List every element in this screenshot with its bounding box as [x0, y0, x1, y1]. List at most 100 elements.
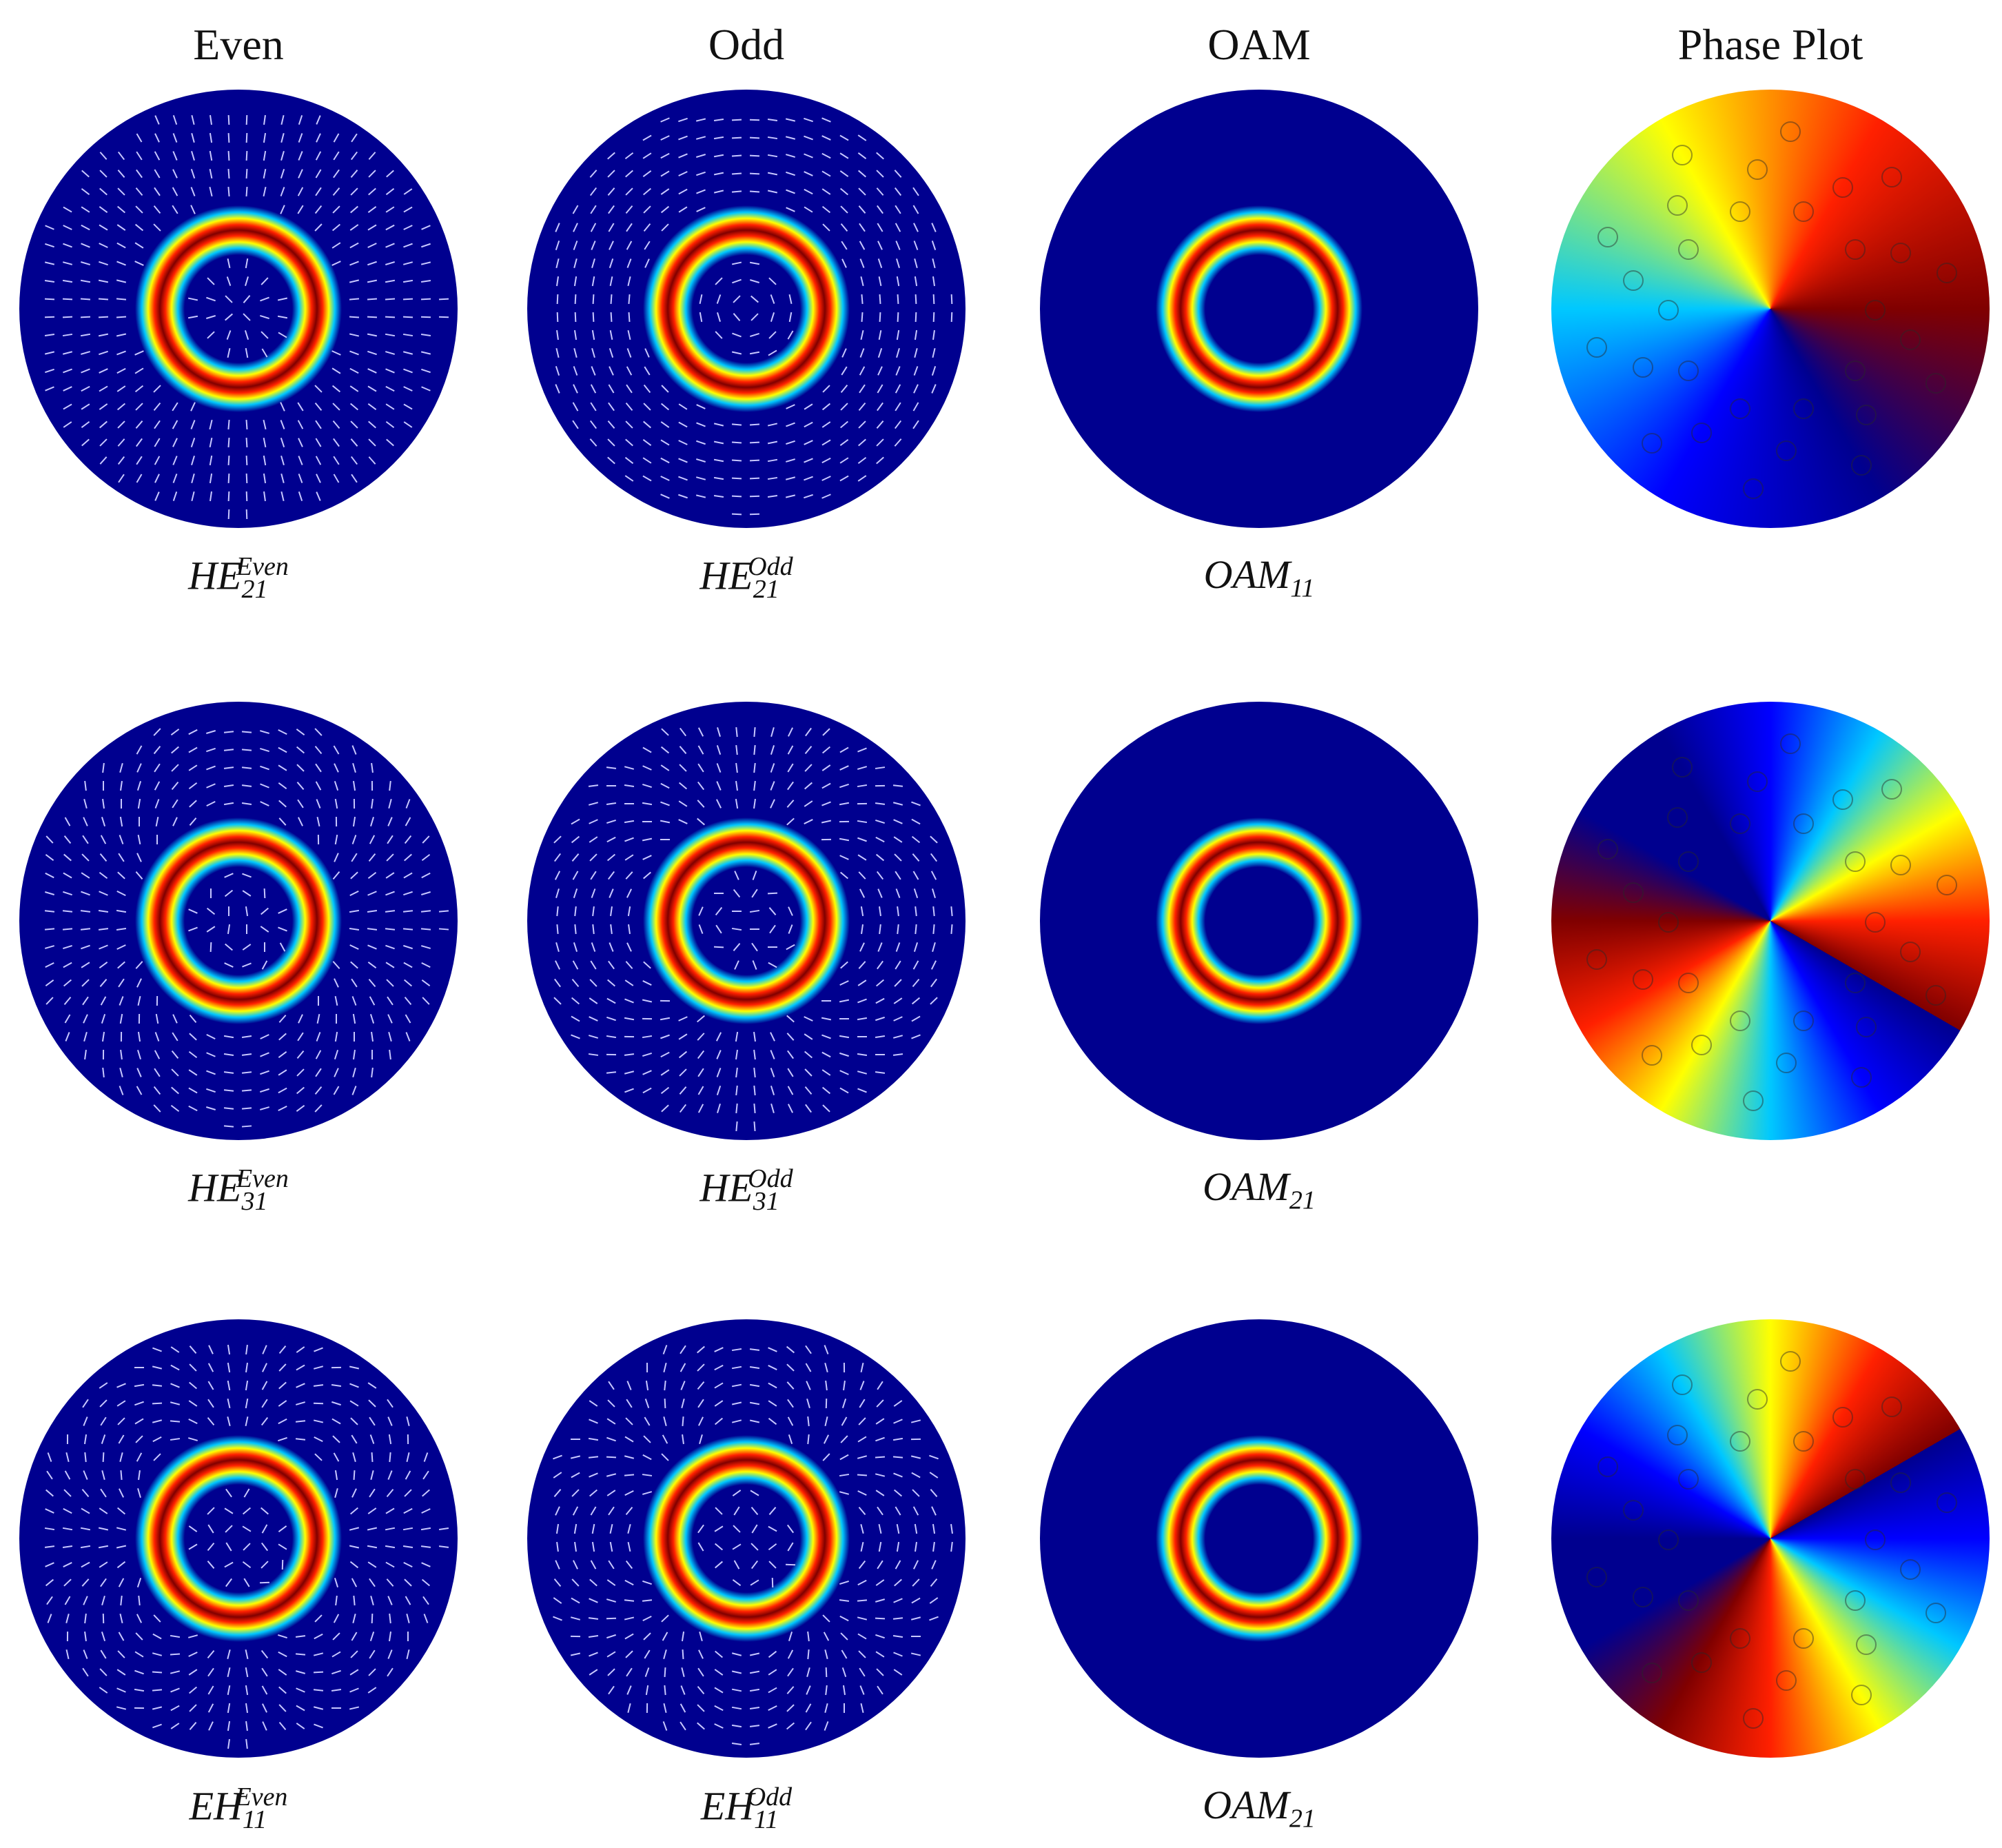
field-arrow	[154, 438, 161, 447]
field-arrow	[912, 402, 919, 412]
field-arrow	[839, 439, 849, 446]
field-arrow	[421, 1578, 431, 1587]
field-arrow	[591, 1541, 595, 1552]
field-arrow	[875, 766, 886, 769]
field-arrow	[627, 1523, 631, 1534]
field-arrow	[660, 494, 670, 499]
field-arrow	[892, 1634, 903, 1638]
field-arrow	[298, 817, 303, 826]
field-arrow	[263, 437, 267, 448]
field-arrow	[750, 295, 759, 303]
label-part: 21	[1289, 1804, 1316, 1834]
field-arrow	[716, 745, 722, 755]
field-arrow	[406, 1416, 410, 1427]
field-arrow	[678, 800, 688, 807]
field-arrow	[263, 419, 267, 430]
field-arrow	[915, 924, 917, 935]
field-arrow	[315, 169, 322, 179]
field-arrow	[786, 800, 795, 808]
field-arrow	[932, 276, 936, 287]
field-arrow	[589, 1652, 598, 1657]
field-arrow	[751, 889, 758, 898]
field-arrow	[245, 906, 249, 917]
field-arrow	[823, 1434, 830, 1444]
field-arrow	[65, 1452, 70, 1463]
field-arrow	[714, 1687, 724, 1694]
field-arrow	[626, 942, 632, 952]
field-arrow	[733, 1560, 740, 1570]
air-hole	[1890, 854, 1912, 875]
air-hole	[1677, 238, 1699, 260]
field-arrow	[206, 296, 216, 302]
field-arrow	[44, 279, 55, 283]
field-arrow	[206, 800, 216, 807]
field-arrow	[170, 1653, 181, 1656]
field-arrow	[678, 153, 688, 159]
field-arrow	[334, 1068, 339, 1077]
field-arrow	[245, 1380, 249, 1391]
field-arrow	[63, 403, 72, 410]
field-arrow	[245, 1649, 249, 1660]
field-arrow	[786, 189, 795, 194]
field-arrow	[116, 261, 126, 266]
field-arrow	[135, 420, 143, 429]
field-arrow	[116, 298, 127, 301]
field-arrow	[589, 170, 597, 178]
field-arrow	[804, 1033, 813, 1040]
field-arrow	[731, 477, 742, 480]
air-hole	[1890, 1472, 1912, 1493]
field-arrow	[44, 298, 55, 301]
field-arrow	[386, 170, 394, 178]
field-arrow	[857, 1490, 867, 1496]
field-arrow	[316, 133, 321, 143]
field-arrow	[116, 242, 126, 249]
field-arrow	[574, 906, 577, 917]
field-arrow	[624, 979, 634, 986]
field-arrow	[119, 1086, 124, 1095]
field-arrow	[821, 764, 831, 771]
field-arrow	[749, 1688, 760, 1692]
field-arrow	[678, 1033, 688, 1040]
field-arrow	[189, 1704, 197, 1712]
field-arrow	[172, 1032, 178, 1042]
field-arrow	[606, 1651, 616, 1658]
field-arrow	[645, 1685, 649, 1696]
field-arrow	[715, 1032, 722, 1042]
field-arrow	[297, 187, 304, 196]
mode-field	[1040, 90, 1478, 528]
field-arrow	[805, 1104, 812, 1113]
field-arrow	[824, 1416, 828, 1427]
air-hole	[1793, 201, 1815, 223]
field-arrow	[191, 132, 195, 143]
field-arrow	[821, 170, 831, 177]
field-arrow	[786, 1704, 795, 1712]
field-arrow	[572, 1506, 579, 1516]
field-arrow	[367, 871, 377, 880]
field-arrow	[296, 1346, 305, 1353]
field-arrow	[83, 1470, 88, 1480]
field-arrow	[895, 241, 901, 250]
field-arrow	[280, 402, 285, 412]
field-arrow	[368, 170, 376, 178]
field-arrow	[591, 889, 596, 898]
field-arrow	[697, 1524, 704, 1534]
field-arrow	[420, 945, 431, 949]
air-hole	[1793, 1431, 1815, 1452]
field-arrow	[859, 366, 866, 376]
field-arrow	[83, 798, 88, 809]
field-arrow	[825, 1685, 828, 1696]
field-arrow	[698, 1649, 704, 1659]
field-arrow	[660, 135, 670, 141]
field-arrow	[368, 438, 376, 447]
field-arrow	[821, 117, 831, 123]
field-arrow	[861, 312, 864, 323]
field-arrow	[699, 294, 703, 305]
field-arrow	[315, 1068, 322, 1077]
field-arrow	[298, 1014, 303, 1024]
field-arrow	[788, 906, 793, 916]
field-arrow	[63, 421, 72, 428]
field-arrow	[153, 223, 161, 232]
field-arrow	[45, 368, 54, 374]
field-arrow	[590, 1560, 597, 1570]
field-arrow	[875, 1490, 885, 1496]
